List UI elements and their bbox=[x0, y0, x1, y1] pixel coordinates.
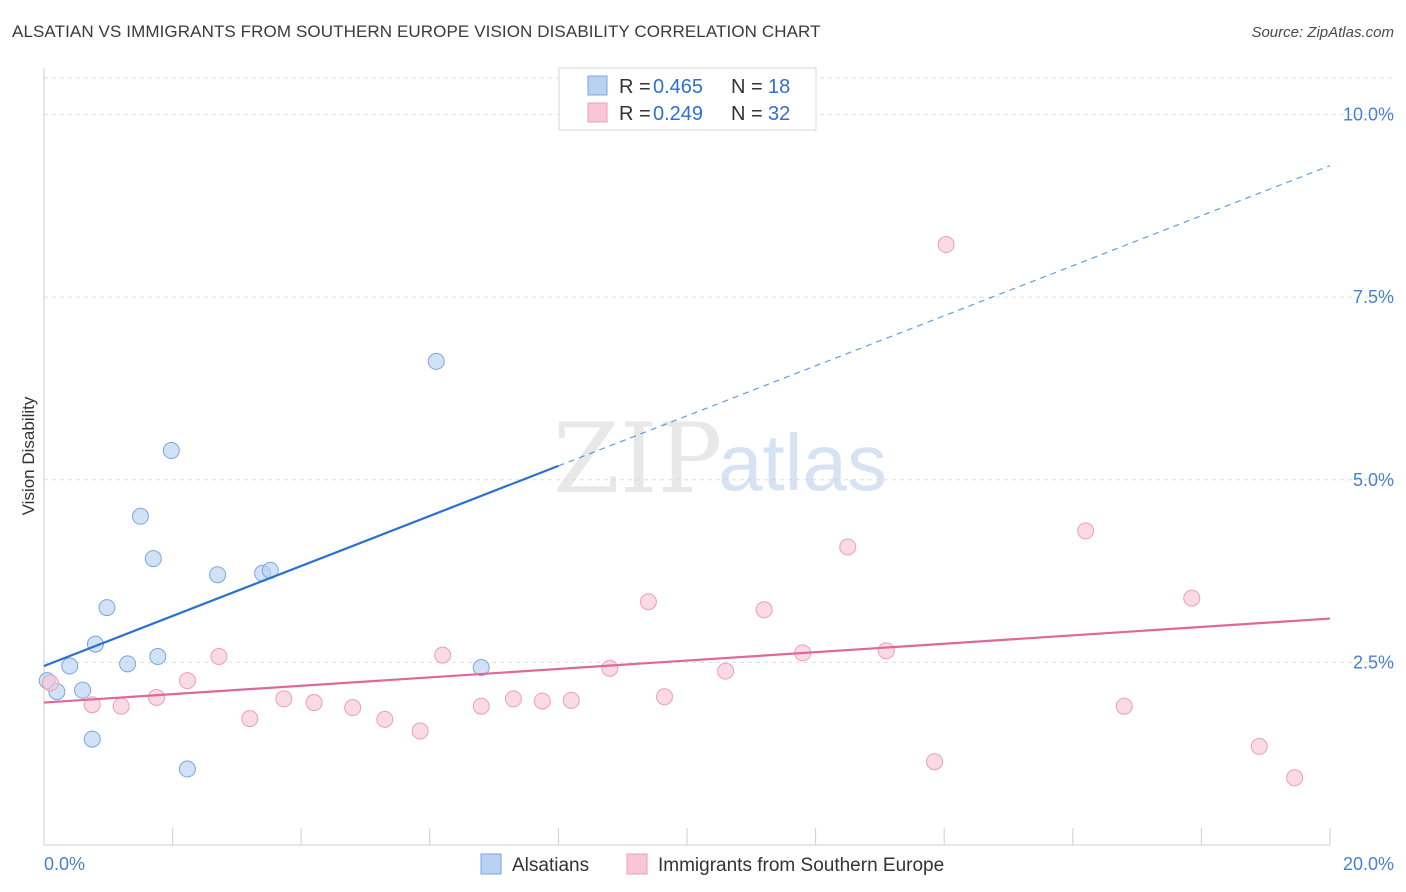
point-immigrants-2 bbox=[112, 697, 130, 715]
y-tick-label-0: 2.5% bbox=[1353, 652, 1394, 672]
point-immigrants-16 bbox=[562, 691, 580, 709]
point-immigrants-7 bbox=[275, 690, 293, 708]
point-immigrants-5 bbox=[210, 648, 228, 666]
legend-swatch-immigrants bbox=[587, 102, 608, 123]
source-label: Source: ZipAtlas.com bbox=[1251, 24, 1394, 41]
point-alsatians-7 bbox=[119, 655, 137, 673]
point-immigrants-0 bbox=[41, 674, 59, 692]
legend-r-value-immigrants: 0.249 bbox=[653, 103, 703, 125]
point-immigrants-15 bbox=[533, 692, 551, 710]
legend-n-label-alsatians: N = bbox=[731, 76, 763, 98]
point-immigrants-31 bbox=[1286, 769, 1304, 787]
y-tick-labels: 2.5% 5.0% 7.5% 10.0% bbox=[1343, 105, 1394, 673]
series-legend-swatch-immigrants bbox=[626, 853, 648, 875]
point-immigrants-11 bbox=[411, 722, 429, 740]
point-immigrants-21 bbox=[755, 601, 773, 619]
chart-title: ALSATIAN VS IMMIGRANTS FROM SOUTHERN EUR… bbox=[12, 22, 821, 41]
watermark: ZIP atlas bbox=[553, 403, 887, 515]
point-immigrants-24 bbox=[877, 642, 895, 660]
point-immigrants-14 bbox=[504, 690, 522, 708]
trend-line-extension-alsatians bbox=[558, 165, 1331, 467]
axes bbox=[43, 68, 1331, 846]
trend-line-alsatians bbox=[43, 464, 559, 668]
point-alsatians-13 bbox=[209, 566, 227, 584]
point-immigrants-12 bbox=[434, 646, 452, 664]
point-immigrants-6 bbox=[241, 710, 259, 728]
series-legend-swatch-alsatians bbox=[480, 853, 502, 875]
point-alsatians-12 bbox=[178, 760, 196, 778]
grid-lines bbox=[44, 77, 1394, 663]
trend-line-immigrants bbox=[43, 617, 1331, 704]
point-immigrants-4 bbox=[178, 672, 196, 690]
series-legend-label-immigrants: Immigrants from Southern Europe bbox=[658, 855, 944, 876]
y-tick-label-2: 7.5% bbox=[1353, 287, 1394, 307]
watermark-atlas-text: atlas bbox=[718, 418, 887, 507]
point-immigrants-3 bbox=[148, 688, 166, 706]
point-immigrants-10 bbox=[376, 710, 394, 728]
point-alsatians-2 bbox=[61, 657, 79, 675]
legend-n-label-immigrants: N = bbox=[731, 103, 763, 125]
point-immigrants-26 bbox=[937, 236, 955, 254]
point-alsatians-9 bbox=[144, 550, 162, 568]
point-immigrants-9 bbox=[344, 699, 362, 717]
legend-r-label-immigrants: R = bbox=[619, 103, 651, 125]
legend-r-value-alsatians: 0.465 bbox=[653, 76, 703, 98]
point-alsatians-17 bbox=[472, 658, 490, 676]
data-points bbox=[38, 236, 1304, 787]
point-immigrants-30 bbox=[1250, 737, 1268, 755]
y-tick-label-1: 5.0% bbox=[1353, 470, 1394, 490]
point-alsatians-8 bbox=[131, 507, 149, 525]
legend-swatch-alsatians bbox=[587, 75, 608, 96]
legend-n-value-immigrants: 32 bbox=[768, 103, 790, 125]
point-immigrants-27 bbox=[1077, 522, 1095, 540]
point-immigrants-29 bbox=[1183, 589, 1201, 607]
y-tick-label-3: 10.0% bbox=[1343, 105, 1394, 125]
point-immigrants-25 bbox=[926, 753, 944, 771]
point-alsatians-11 bbox=[162, 442, 180, 460]
legend-n-value-alsatians: 18 bbox=[768, 76, 790, 98]
point-alsatians-6 bbox=[98, 599, 116, 617]
point-immigrants-28 bbox=[1115, 697, 1133, 715]
point-alsatians-16 bbox=[427, 352, 445, 370]
point-immigrants-23 bbox=[839, 538, 857, 556]
point-alsatians-4 bbox=[83, 730, 101, 748]
x-tick-label-min: 0.0% bbox=[44, 854, 85, 874]
series-legend: Alsatians Immigrants from Southern Europ… bbox=[480, 853, 944, 876]
y-axis-title: Vision Disability bbox=[19, 396, 38, 515]
point-immigrants-8 bbox=[305, 694, 323, 712]
series-legend-label-alsatians: Alsatians bbox=[512, 855, 589, 876]
trend-lines bbox=[43, 165, 1331, 704]
point-immigrants-20 bbox=[717, 662, 735, 680]
point-immigrants-17 bbox=[601, 659, 619, 677]
point-alsatians-10 bbox=[149, 648, 167, 666]
point-immigrants-13 bbox=[472, 697, 490, 715]
point-immigrants-19 bbox=[655, 688, 673, 706]
legend-r-label-alsatians: R = bbox=[619, 76, 651, 98]
watermark-zip-text: ZIP bbox=[553, 403, 722, 515]
x-tick-label-max: 20.0% bbox=[1343, 854, 1394, 874]
stats-legend: R = 0.465 N = 18 R = 0.249 N = 32 bbox=[558, 67, 817, 131]
point-immigrants-18 bbox=[639, 593, 657, 611]
point-alsatians-3 bbox=[74, 681, 92, 699]
